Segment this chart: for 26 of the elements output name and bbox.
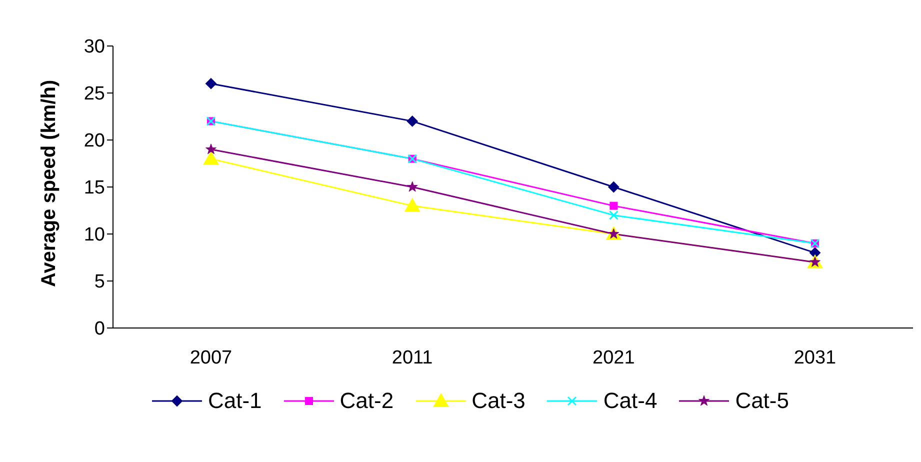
point xyxy=(206,78,216,90)
x-tick-label: 2021 xyxy=(592,347,635,368)
y-tick-label: 15 xyxy=(84,178,105,199)
x-tick-label: 2031 xyxy=(794,347,836,368)
y-tick-label: 20 xyxy=(84,130,105,152)
x-tick-label: 2007 xyxy=(190,347,232,368)
point xyxy=(608,210,618,220)
point xyxy=(608,182,620,192)
point xyxy=(206,144,216,154)
x-tick-label: 2011 xyxy=(392,347,433,368)
legend-label: Cat-4 xyxy=(603,388,658,414)
point xyxy=(404,198,420,212)
point xyxy=(406,116,418,127)
point xyxy=(406,181,418,192)
point xyxy=(203,150,219,165)
y-tick-label: 5 xyxy=(94,272,105,293)
y-tick-label: 10 xyxy=(84,224,105,246)
legend-label: Cat-1 xyxy=(208,388,262,414)
y-tick-label: 30 xyxy=(84,36,105,58)
y-tick-label: 25 xyxy=(84,84,105,105)
legend-label: Cat-2 xyxy=(340,388,394,414)
point xyxy=(610,202,618,210)
legend-label: Cat-3 xyxy=(472,388,526,414)
y-tick-label: 0 xyxy=(94,318,105,340)
y-axis-title: Average speed (km/h) xyxy=(38,80,60,287)
legend-label: Cat-5 xyxy=(735,388,789,414)
